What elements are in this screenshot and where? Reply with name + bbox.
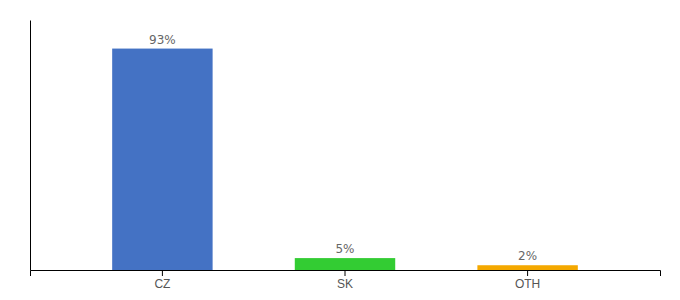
x-tick: CZ <box>154 270 170 291</box>
x-tick-mark <box>345 270 346 276</box>
data-label: 5% <box>335 242 354 256</box>
x-tick-label: OTH <box>515 277 540 291</box>
x-tick-label: SK <box>337 277 353 291</box>
x-tick-mark <box>527 270 528 276</box>
bar <box>295 258 395 270</box>
bar <box>477 265 577 270</box>
bars <box>112 49 578 270</box>
x-tick-mark <box>162 270 163 276</box>
plot: CZ SK OTH 93% 5% 2% <box>31 21 661 291</box>
data-labels: 93% 5% 2% <box>149 33 537 264</box>
data-label: 2% <box>518 249 537 263</box>
bar <box>112 49 212 270</box>
chart: CZ SK OTH 93% 5% 2% <box>0 0 680 300</box>
x-tick: SK <box>337 270 353 291</box>
y-axis <box>30 21 31 271</box>
data-label: 93% <box>149 33 176 47</box>
y-axis-line <box>30 21 31 271</box>
x-axis: CZ SK OTH <box>31 270 661 291</box>
x-axis-line <box>31 271 661 277</box>
x-tick-label: CZ <box>154 277 170 291</box>
x-tick: OTH <box>515 270 540 291</box>
